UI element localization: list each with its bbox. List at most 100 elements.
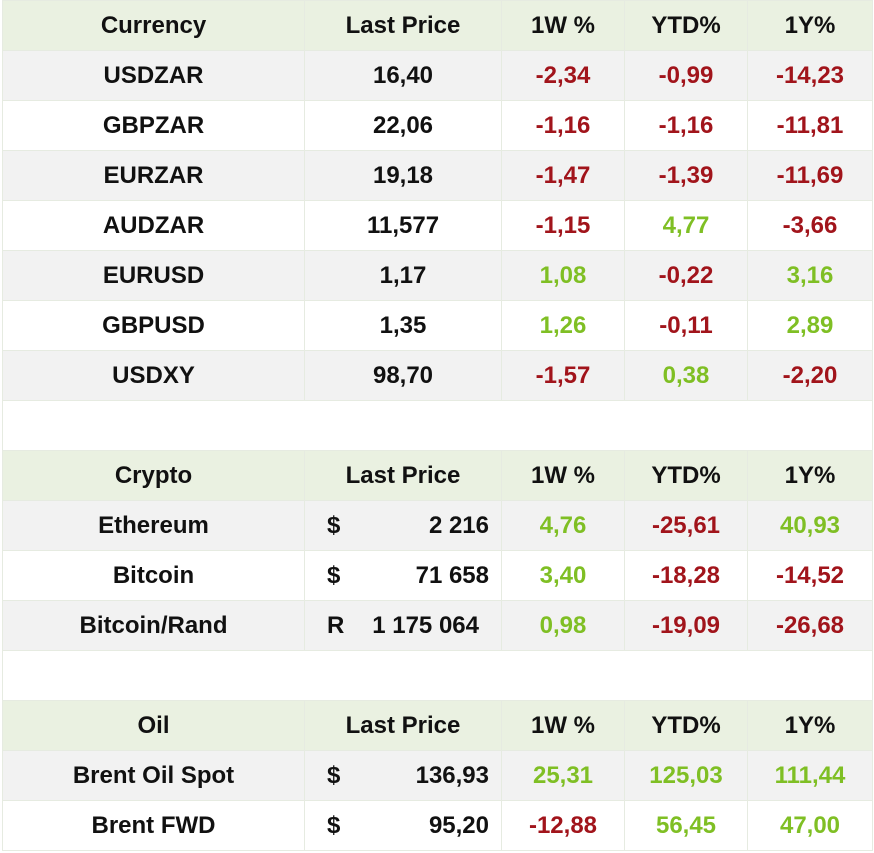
change-1w: -1,15 [501,200,625,251]
change-ytd: 56,45 [624,800,748,851]
table-row: Ethereum $ 2 216 4,76 -25,61 40,93 [2,500,873,551]
change-1y: 2,89 [747,300,873,351]
change-ytd: -0,22 [624,250,748,301]
change-1y: -14,52 [747,550,873,601]
table-row: USDZAR 16,40 -2,34 -0,99 -14,23 [2,50,873,101]
change-1w: -1,16 [501,100,625,151]
instrument-name: USDZAR [2,50,305,101]
col-header-ytd: YTD% [624,700,748,751]
change-1y: 3,16 [747,250,873,301]
price-amount: 95,20 [428,811,489,839]
change-1y: -26,68 [747,600,873,651]
col-header-oil: Oil [2,700,305,751]
currency-symbol: R [327,611,345,639]
currency-header-row: Currency Last Price 1W % YTD% 1Y% [2,0,873,51]
instrument-name: Brent FWD [2,800,305,851]
currency-symbol: $ [327,561,341,589]
change-ytd: 4,77 [624,200,748,251]
last-price: $ 95,20 [304,800,502,851]
last-price: 1,17 [304,250,502,301]
last-price: 19,18 [304,150,502,201]
instrument-name: AUDZAR [2,200,305,251]
col-header-last-price: Last Price [304,0,502,51]
change-1w: 1,26 [501,300,625,351]
currency-symbol: $ [327,761,341,789]
instrument-name: GBPUSD [2,300,305,351]
table-row: Bitcoin/Rand R 1 175 064 0,98 -19,09 -26… [2,600,873,651]
table-row: Brent Oil Spot $ 136,93 25,31 125,03 111… [2,750,873,801]
change-1w: -1,47 [501,150,625,201]
col-header-1y: 1Y% [747,0,873,51]
last-price: 1,35 [304,300,502,351]
last-price: $ 136,93 [304,750,502,801]
change-1y: -11,69 [747,150,873,201]
change-1w: -2,34 [501,50,625,101]
oil-header-row: Oil Last Price 1W % YTD% 1Y% [2,700,873,751]
crypto-header-row: Crypto Last Price 1W % YTD% 1Y% [2,450,873,501]
instrument-name: USDXY [2,350,305,401]
table-row: GBPZAR 22,06 -1,16 -1,16 -11,81 [2,100,873,151]
change-1y: -2,20 [747,350,873,401]
section-spacer [2,650,873,701]
change-ytd: -1,16 [624,100,748,151]
col-header-1y: 1Y% [747,450,873,501]
table-row: EURZAR 19,18 -1,47 -1,39 -11,69 [2,150,873,201]
table-row: GBPUSD 1,35 1,26 -0,11 2,89 [2,300,873,351]
last-price: 98,70 [304,350,502,401]
change-1y: -11,81 [747,100,873,151]
col-header-1w: 1W % [501,0,625,51]
price-amount: 2 216 [428,511,489,539]
change-1y: 111,44 [747,750,873,801]
table-row: AUDZAR 11,577 -1,15 4,77 -3,66 [2,200,873,251]
change-1y: 47,00 [747,800,873,851]
table-row: Brent FWD $ 95,20 -12,88 56,45 47,00 [2,800,873,851]
change-1y: -3,66 [747,200,873,251]
price-amount: 136,93 [415,761,489,789]
last-price: 16,40 [304,50,502,101]
col-header-1y: 1Y% [747,700,873,751]
change-1w: 4,76 [501,500,625,551]
change-ytd: 0,38 [624,350,748,401]
col-header-currency: Currency [2,0,305,51]
instrument-name: EURZAR [2,150,305,201]
change-1w: 0,98 [501,600,625,651]
instrument-name: EURUSD [2,250,305,301]
col-header-crypto: Crypto [2,450,305,501]
currency-symbol: $ [327,511,341,539]
change-1y: -14,23 [747,50,873,101]
col-header-last-price: Last Price [304,700,502,751]
table-row: EURUSD 1,17 1,08 -0,22 3,16 [2,250,873,301]
price-amount: 1 175 064 [372,611,479,639]
instrument-name: GBPZAR [2,100,305,151]
instrument-name: Ethereum [2,500,305,551]
table-row: USDXY 98,70 -1,57 0,38 -2,20 [2,350,873,401]
change-1w: -1,57 [501,350,625,401]
table-row: Bitcoin $ 71 658 3,40 -18,28 -14,52 [2,550,873,601]
change-ytd: -19,09 [624,600,748,651]
instrument-name: Bitcoin/Rand [2,600,305,651]
instrument-name: Bitcoin [2,550,305,601]
last-price: $ 71 658 [304,550,502,601]
col-header-1w: 1W % [501,700,625,751]
col-header-last-price: Last Price [304,450,502,501]
change-ytd: -0,99 [624,50,748,101]
last-price: R 1 175 064 [304,600,502,651]
instrument-name: Brent Oil Spot [2,750,305,801]
col-header-ytd: YTD% [624,0,748,51]
change-1w: 25,31 [501,750,625,801]
change-ytd: -0,11 [624,300,748,351]
currency-symbol: $ [327,811,341,839]
change-1w: -12,88 [501,800,625,851]
col-header-ytd: YTD% [624,450,748,501]
change-1w: 1,08 [501,250,625,301]
last-price: $ 2 216 [304,500,502,551]
last-price: 11,577 [304,200,502,251]
section-spacer [2,400,873,451]
change-ytd: -1,39 [624,150,748,201]
col-header-1w: 1W % [501,450,625,501]
change-ytd: 125,03 [624,750,748,801]
change-ytd: -18,28 [624,550,748,601]
change-1w: 3,40 [501,550,625,601]
change-1y: 40,93 [747,500,873,551]
